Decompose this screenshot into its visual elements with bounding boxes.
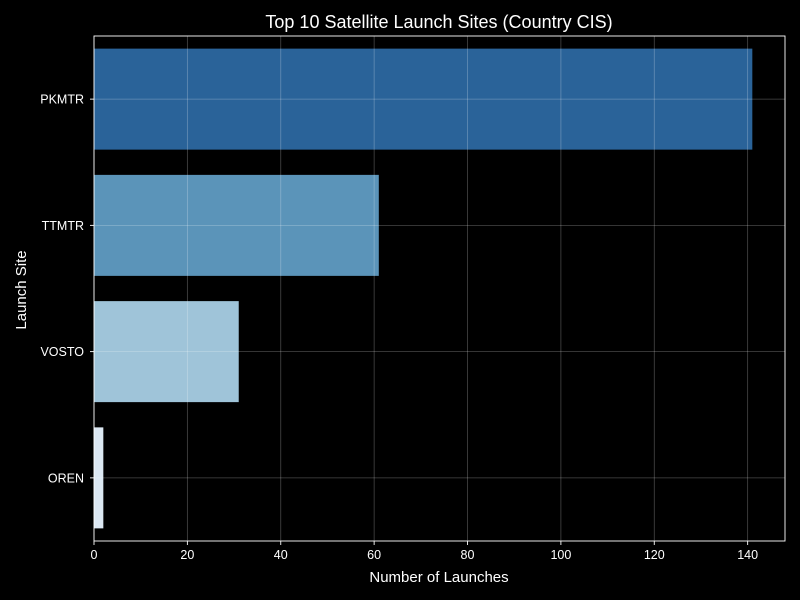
x-tick-label: 60 bbox=[367, 548, 381, 562]
y-axis-label: Launch Site bbox=[13, 250, 30, 329]
chart-title: Top 10 Satellite Launch Sites (Country C… bbox=[265, 12, 612, 32]
x-tick-label: 100 bbox=[550, 548, 571, 562]
x-tick-label: 20 bbox=[180, 548, 194, 562]
bar-ttmtr bbox=[94, 174, 379, 276]
plot-frame bbox=[93, 35, 786, 542]
x-tick-label: 80 bbox=[461, 548, 475, 562]
x-axis-label: Number of Launches bbox=[369, 569, 508, 586]
bar-pkmtr bbox=[94, 48, 753, 150]
y-tick-label: VOSTO bbox=[40, 345, 84, 359]
y-tick-label: OREN bbox=[48, 471, 84, 485]
x-tick-label: 0 bbox=[91, 548, 98, 562]
y-tick-label: TTMTR bbox=[42, 219, 84, 233]
x-tick-label: 120 bbox=[644, 548, 665, 562]
plot-area: 0 20 40 60 80 100 120 140 PKMTR TTMTR VOSTO OREN bbox=[40, 35, 786, 562]
bar-vosto bbox=[94, 301, 239, 403]
x-tick-label: 140 bbox=[737, 548, 758, 562]
x-tick-label: 40 bbox=[274, 548, 288, 562]
y-tick-label: PKMTR bbox=[40, 93, 84, 107]
bar-oren bbox=[94, 427, 104, 529]
